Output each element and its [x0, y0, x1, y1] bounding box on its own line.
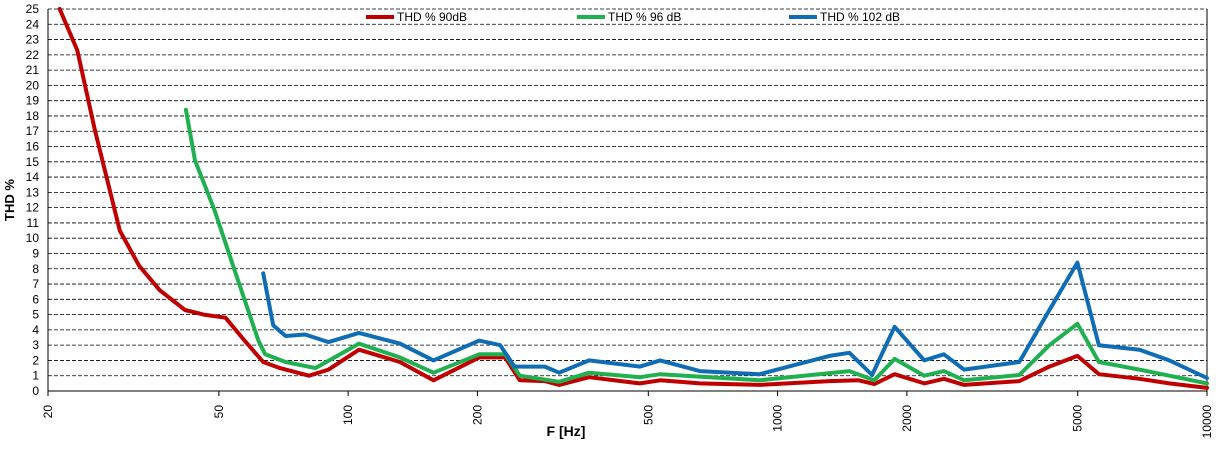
y-tick-label: 8: [32, 262, 39, 276]
y-tick-label: 10: [26, 231, 40, 245]
x-tick-label: 100: [341, 405, 355, 425]
series-line: [183, 107, 1209, 386]
y-tick-label: 19: [26, 94, 40, 108]
x-tick-label: 200: [470, 405, 484, 425]
y-tick-label: 2: [32, 353, 39, 367]
x-tick-label: 10000: [1200, 405, 1214, 439]
x-tick-label: 5000: [1071, 405, 1085, 432]
y-tick-label: 1: [32, 369, 39, 383]
y-tick-label: 17: [26, 124, 40, 138]
y-tick-label: 18: [26, 109, 40, 123]
y-tick-label: 25: [26, 2, 40, 16]
y-tick-label: 16: [26, 140, 40, 154]
y-tick-label: 6: [32, 292, 39, 306]
y-tick-label: 7: [32, 277, 39, 291]
y-tick-label: 5: [32, 308, 39, 322]
legend-label: THD % 96 dB: [608, 10, 681, 24]
y-tick-label: 20: [26, 78, 40, 92]
x-tick-label: 2000: [900, 405, 914, 432]
y-axis-label: THD %: [2, 179, 17, 221]
legend-label: THD % 102 dB: [820, 10, 900, 24]
y-tick-label: 13: [26, 185, 40, 199]
y-tick-label: 14: [26, 170, 40, 184]
y-tick-label: 3: [32, 338, 39, 352]
y-tick-label: 9: [32, 246, 39, 260]
y-tick-label: 23: [26, 33, 40, 47]
legend-label: THD % 90dB: [397, 10, 467, 24]
y-tick-label: 22: [26, 48, 40, 62]
y-tick-label: 0: [32, 384, 39, 398]
y-tick-label: 11: [27, 216, 40, 230]
y-tick-label: 12: [26, 201, 40, 215]
x-axis-label: F [Hz]: [547, 423, 586, 439]
x-tick-label: 1000: [771, 405, 785, 432]
x-tick-label: 20: [41, 405, 55, 419]
series-line: [261, 260, 1209, 380]
y-tick-label: 15: [26, 155, 40, 169]
x-tick-label: 50: [212, 405, 226, 419]
y-tick-label: 21: [26, 63, 40, 77]
y-tick-label: 24: [26, 17, 40, 31]
y-tick-label: 4: [32, 323, 39, 337]
x-tick-label: 500: [641, 405, 655, 425]
